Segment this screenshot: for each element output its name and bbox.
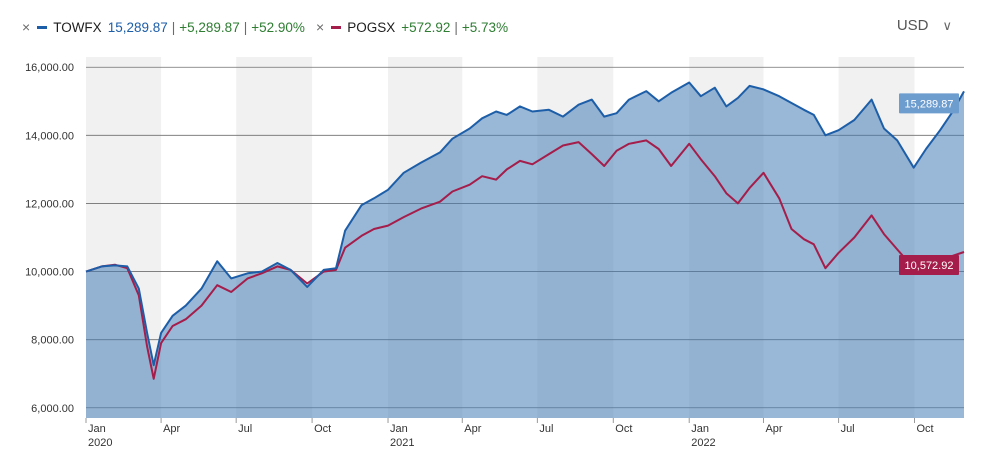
- x-tick-label: Apr: [464, 423, 481, 435]
- legend-separator: |: [171, 19, 176, 35]
- x-tick-label: Jul: [238, 423, 252, 435]
- legend-ticker-towfx: TOWFX: [53, 19, 102, 35]
- y-tick-label: 12,000.00: [25, 198, 74, 210]
- series-swatch-towfx: [37, 25, 48, 29]
- x-tick-year-label: 2020: [88, 437, 112, 449]
- legend-change-pogsx: +5.73%: [461, 19, 509, 35]
- remove-series-pogsx-icon[interactable]: ×: [316, 19, 325, 35]
- currency-label: USD: [896, 17, 929, 34]
- series-line-pogsx: [85, 139, 965, 380]
- x-tick-label: Jul: [539, 423, 553, 435]
- chevron-down-icon: ∨: [942, 18, 952, 33]
- x-tick-label: Oct: [615, 423, 632, 435]
- remove-series-towfx-icon[interactable]: ×: [22, 19, 31, 35]
- end-value-label-pogsx: 10,572.92: [905, 260, 954, 272]
- y-tick-label: 16,000.00: [25, 62, 74, 74]
- x-tick-label: Jan: [88, 423, 106, 435]
- y-tick-label: 8,000.00: [31, 335, 74, 347]
- x-tick-label: Apr: [765, 423, 782, 435]
- legend-percent-towfx: +52.90%: [251, 19, 305, 35]
- legend-value-towfx: 15,289.87: [107, 19, 168, 35]
- end-value-badge-towfx: [899, 93, 959, 114]
- chart-legend: × TOWFX 15,289.87 | +5,289.87 | +52.90% …: [0, 0, 982, 50]
- x-tick-year-label: 2021: [390, 437, 414, 449]
- legend-item-towfx: × TOWFX 15,289.87 | +5,289.87 | +52.90%: [22, 19, 305, 35]
- legend-ticker-pogsx: POGSX: [347, 19, 396, 35]
- x-tick-label: Jan: [691, 423, 709, 435]
- legend-value-pogsx: +572.92: [401, 19, 451, 35]
- legend-change-towfx: +5,289.87: [179, 19, 240, 35]
- y-tick-label: 10,000.00: [25, 267, 74, 279]
- x-tick-label: Jan: [390, 423, 408, 435]
- end-value-badge-pogsx: [899, 255, 959, 276]
- series-area-towfx: [86, 82, 964, 418]
- legend-item-pogsx: × POGSX +572.92 | +5.73%: [316, 19, 508, 35]
- x-tick-label: Oct: [916, 423, 933, 435]
- y-tick-label: 6,000.00: [31, 403, 74, 415]
- series-line-towfx: [85, 81, 965, 367]
- y-tick-label: 14,000.00: [25, 130, 74, 142]
- legend-separator: |: [243, 19, 248, 35]
- x-tick-label: Apr: [163, 423, 180, 435]
- series-swatch-pogsx: [331, 25, 342, 29]
- end-value-label-towfx: 15,289.87: [905, 98, 954, 110]
- x-tick-label: Jul: [841, 423, 855, 435]
- x-tick-label: Oct: [314, 423, 331, 435]
- currency-select[interactable]: USD ∨: [897, 17, 952, 34]
- x-tick-year-label: 2022: [691, 437, 715, 449]
- legend-separator: |: [454, 19, 458, 35]
